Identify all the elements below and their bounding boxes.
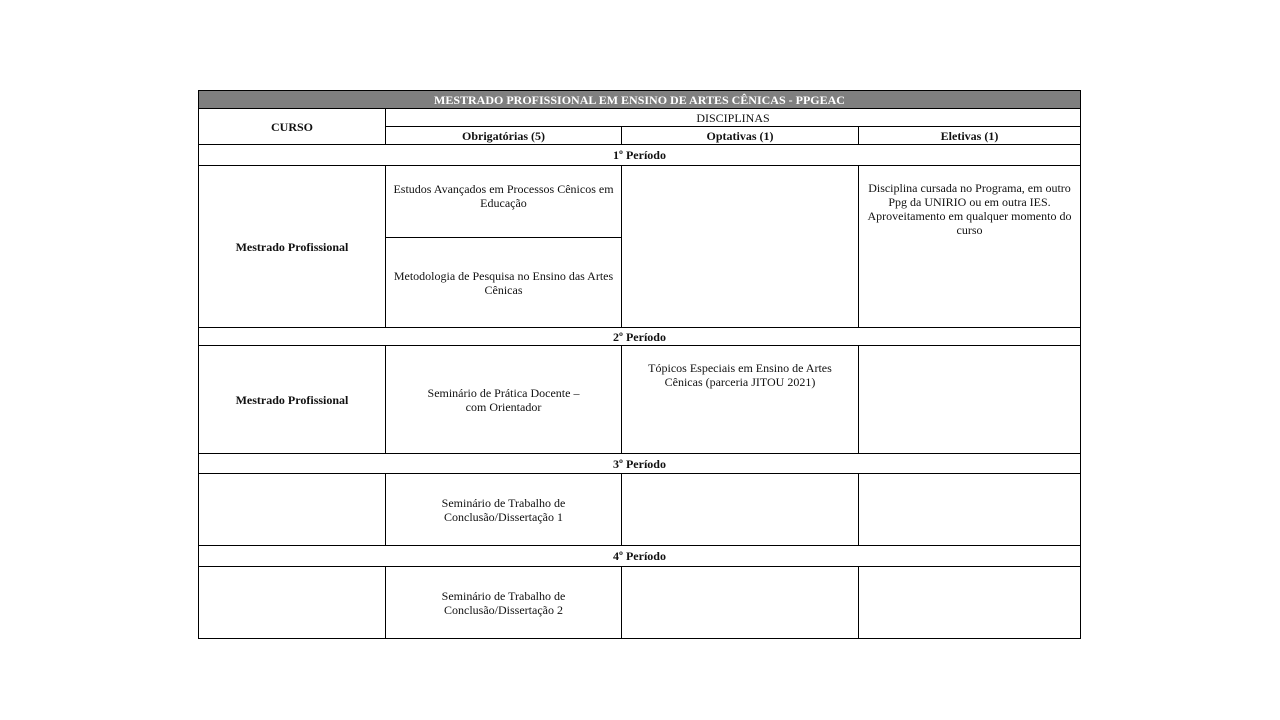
curso-cell: Mestrado Profissional — [198, 165, 386, 328]
optativa-cell — [621, 566, 859, 639]
table-title: MESTRADO PROFISSIONAL EM ENSINO DE ARTES… — [198, 90, 1081, 109]
obrigatoria-cell: Metodologia de Pesquisa no Ensino das Ar… — [385, 237, 622, 328]
obrigatoria-cell: Seminário de Trabalho de Conclusão/Disse… — [385, 473, 622, 546]
optativa-cell — [621, 473, 859, 546]
curso-cell — [198, 473, 386, 546]
optativa-cell: Tópicos Especiais em Ensino de Artes Cên… — [621, 345, 859, 454]
header-obrigatorias: Obrigatórias (5) — [385, 126, 622, 145]
obrigatoria-cell: Estudos Avançados em Processos Cênicos e… — [385, 165, 622, 238]
eletiva-cell: Disciplina cursada no Programa, em outro… — [858, 165, 1081, 328]
eletiva-cell — [858, 345, 1081, 454]
obrigatoria-cell: Seminário de Trabalho de Conclusão/Disse… — [385, 566, 622, 639]
header-curso: CURSO — [198, 108, 386, 145]
curso-cell: Mestrado Profissional — [198, 345, 386, 454]
eletiva-cell — [858, 566, 1081, 639]
header-eletivas: Eletivas (1) — [858, 126, 1081, 145]
period-label: 3º Período — [198, 453, 1081, 474]
header-disciplinas: DISCIPLINAS — [385, 108, 1081, 127]
optativa-cell — [621, 165, 859, 328]
eletiva-cell — [858, 473, 1081, 546]
header-optativas: Optativas (1) — [621, 126, 859, 145]
period-label: 2º Período — [198, 327, 1081, 346]
period-label: 4º Período — [198, 545, 1081, 567]
period-label: 1º Período — [198, 144, 1081, 166]
obrigatoria-cell: Seminário de Prática Docente – com Orien… — [385, 345, 622, 454]
curso-cell — [198, 566, 386, 639]
